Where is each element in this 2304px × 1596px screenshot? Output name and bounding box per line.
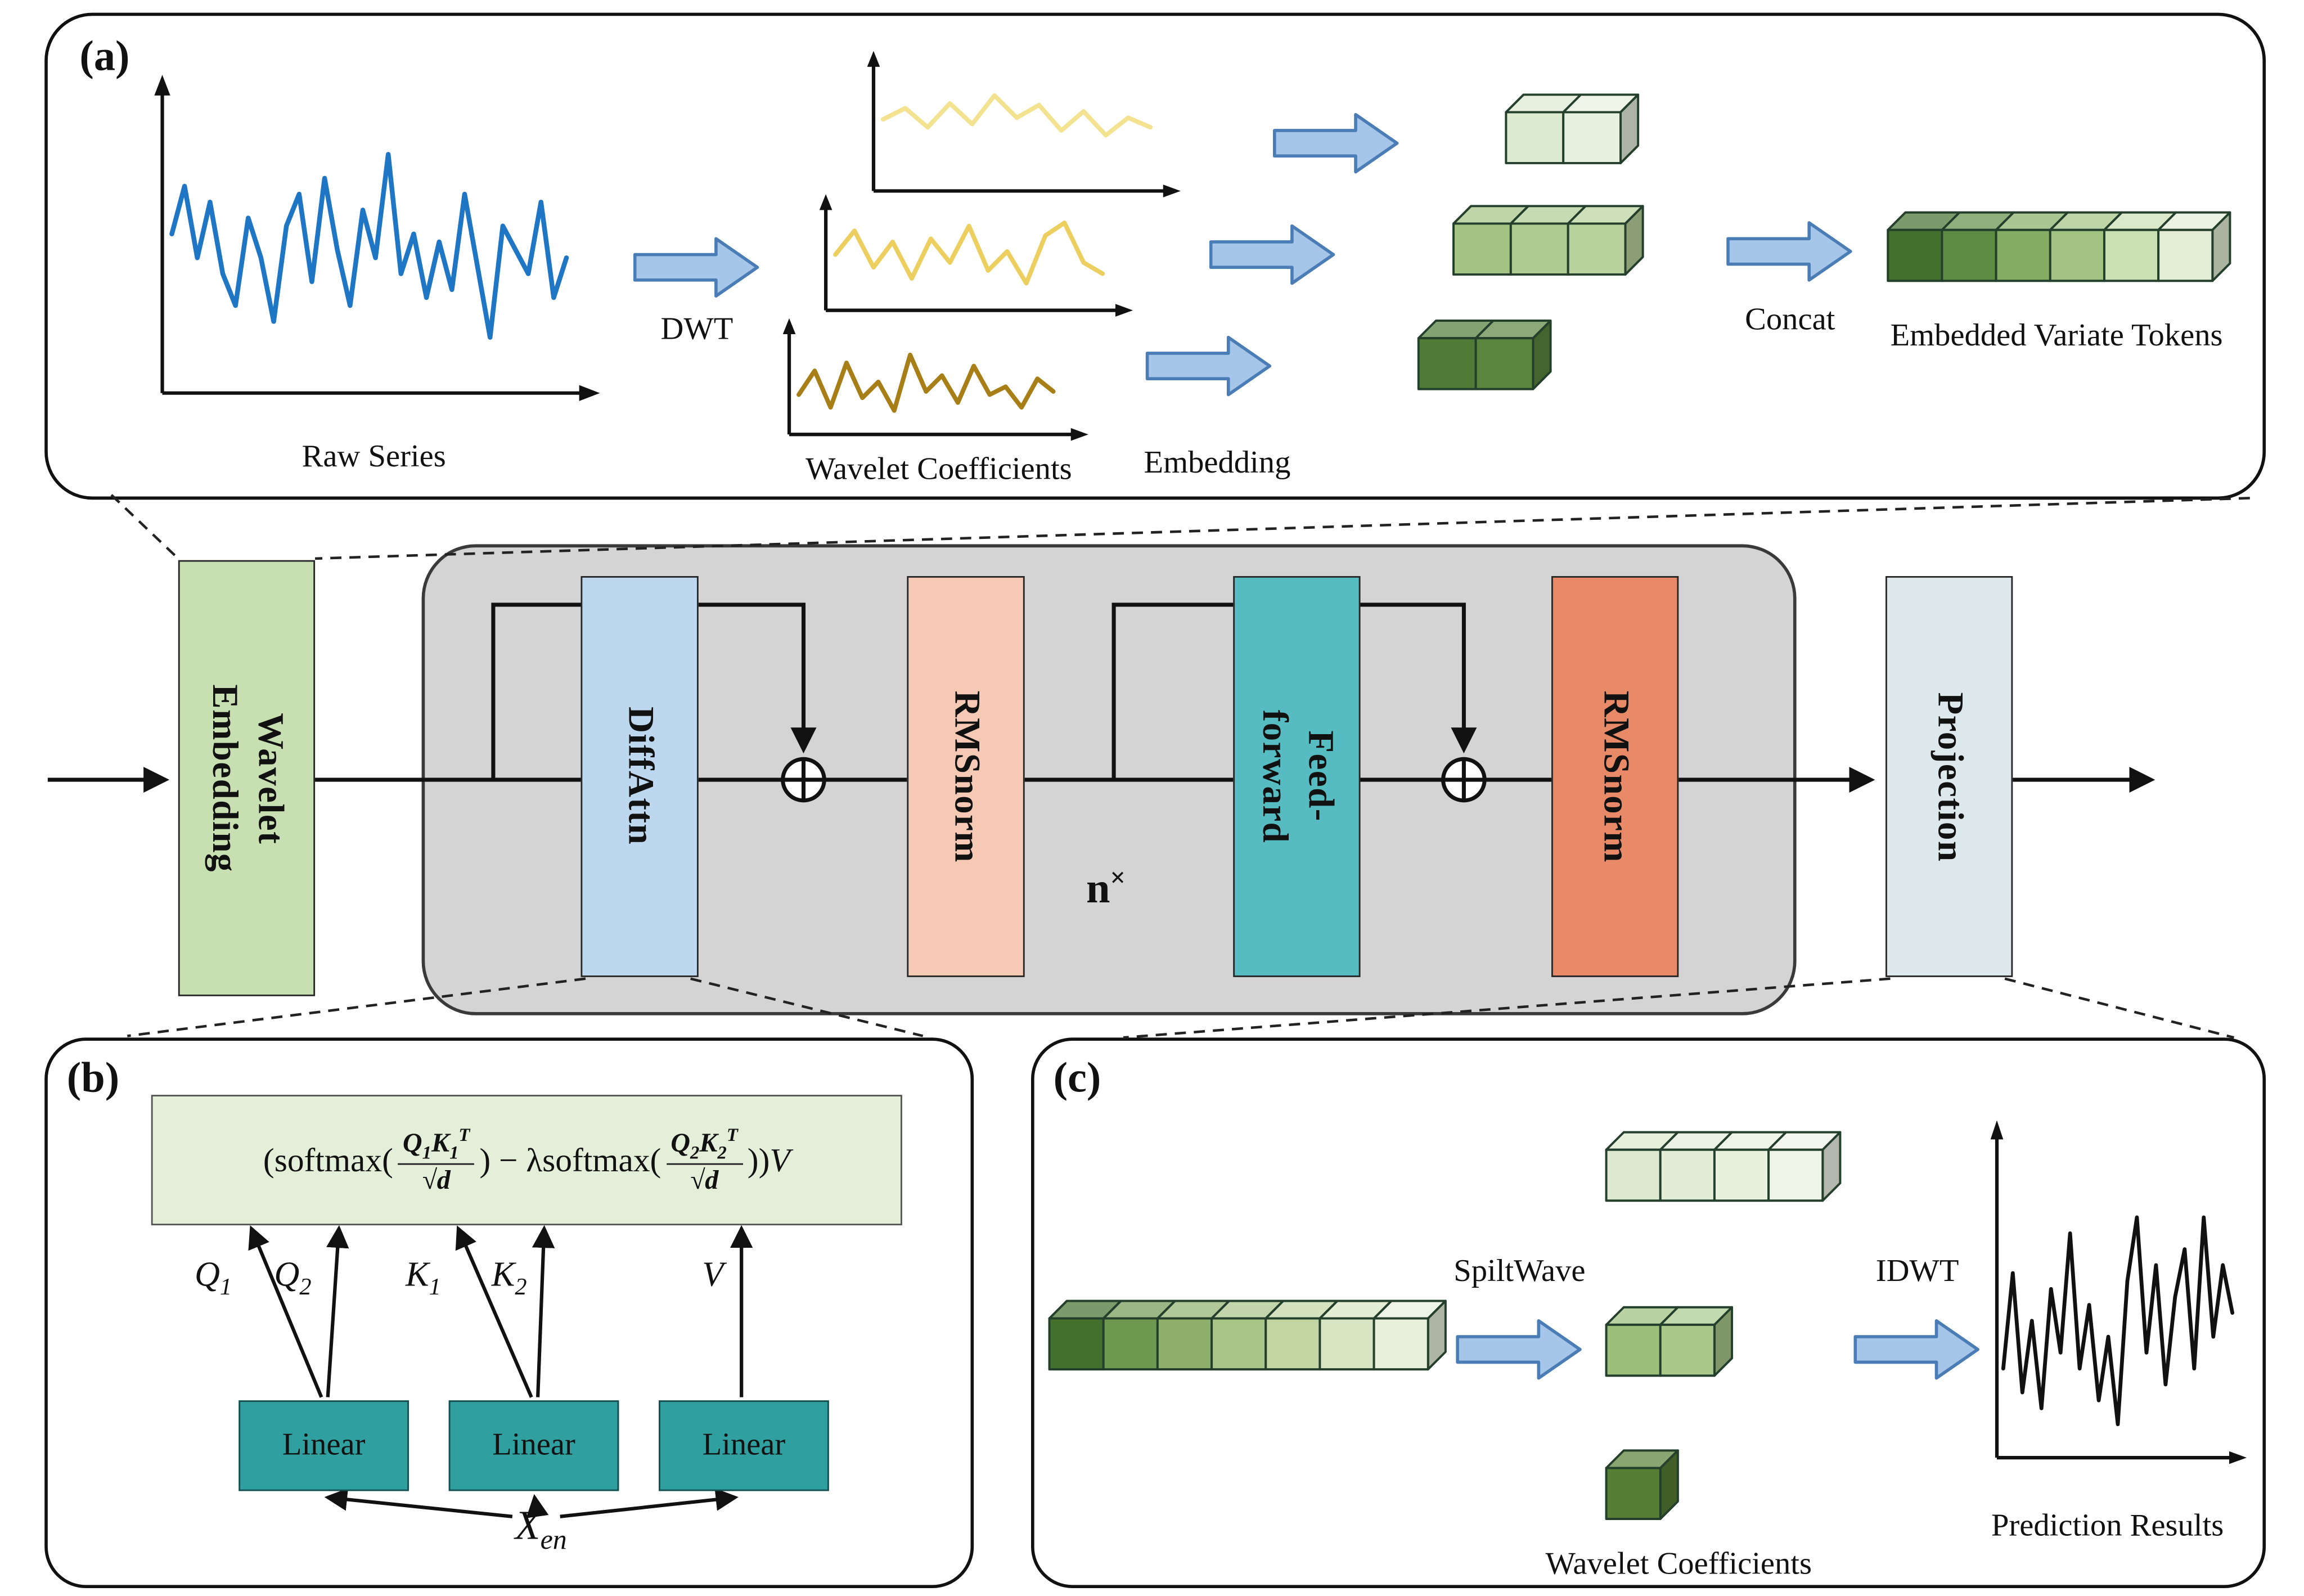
prediction-plot [1990,1120,2247,1464]
panel-c [1030,1037,2266,1589]
panel-a-label: (a) [79,32,130,80]
wavelet-plot-2 [819,194,1133,317]
feedforward-line1: Feed- [1301,731,1341,822]
embedded-tokens-caption: Embedded Variate Tokens [1890,318,2223,353]
idwt-label: IDWT [1875,1254,1959,1289]
embedding-arrow-1 [1272,111,1400,183]
linear-box-k: Linear [448,1400,619,1491]
split-block-mid [1604,1305,1736,1388]
wavelet-coefficients-caption-c: Wavelet Coefficients [1545,1546,1812,1582]
repeat-count-label: n× [1086,862,1126,912]
v-label: V [702,1254,724,1294]
idwt-arrow [1853,1318,1981,1389]
k1-label: K1 [406,1254,441,1301]
split-block-high [1604,1130,1844,1212]
wavelet-plot-3 [782,318,1088,441]
prediction-caption: Prediction Results [1991,1508,2224,1544]
panel-c-label: (c) [1053,1053,1101,1102]
linear-box-q: Linear [238,1400,409,1491]
panel-b [44,1037,974,1589]
rmsnorm1-box: RMSnorm [907,576,1025,977]
wavelet-embedding-box: Wavelet Embedding [178,560,316,996]
token-block-low [1416,318,1555,401]
embedding-label: Embedding [1144,446,1291,481]
concat-label: Concat [1745,302,1835,338]
token-block-high [1504,92,1642,175]
wavelet-embedding-line2: Embedding [205,684,245,873]
raw-series-caption: Raw Series [302,439,446,474]
q1-label: Q1 [194,1254,232,1301]
q2-label: Q2 [274,1254,312,1301]
dwt-arrow [633,236,760,307]
projection-box: Projection [1886,576,2013,977]
diffattn-formula-box: (softmax( Q1K1T √d ) − λsoftmax( Q2K2T √… [151,1095,902,1226]
formula-fraction-1: Q1K1T √d [398,1125,475,1196]
dwt-label: DWT [660,312,734,347]
k2-label: K2 [491,1254,527,1301]
formula-v: V [770,1140,790,1179]
linear-box-v: Linear [659,1400,829,1491]
feedforward-box: Feed-forward [1233,576,1361,977]
split-block-low [1604,1448,1682,1531]
raw-series-line [169,152,569,340]
wavelet-line-3 [796,352,1056,413]
token-block-mid [1451,204,1647,286]
formula-open: (softmax( [263,1140,393,1179]
diffattn-box: DiffAttn [580,576,699,977]
embedding-arrow-2 [1209,223,1336,294]
wavelet-line-2 [833,221,1105,286]
formula-mid: ) − λsoftmax( [479,1140,662,1179]
embedded-tokens-block [1886,210,2234,293]
wavelet-line-1 [880,93,1153,138]
feedforward-line2: forward [1255,709,1295,844]
formula-fraction-2: Q2K2T √d [665,1125,743,1196]
spiltwave-label: SpiltWave [1454,1254,1586,1289]
prediction-line [2001,1215,2235,1427]
panel-b-label: (b) [66,1053,120,1102]
wavelet-plot-1 [867,51,1181,197]
concat-arrow [1726,219,1853,291]
embedding-arrow-3 [1145,334,1273,406]
spiltwave-arrow [1456,1318,1583,1389]
wavelet-coefficients-caption-a: Wavelet Coefficients [806,452,1072,487]
raw-series-plot [154,74,600,401]
xen-label: Xen [515,1502,567,1555]
projection-tokens-block [1047,1298,1450,1381]
formula-close: )) [747,1140,770,1179]
wavelet-embedding-line1: Wavelet [251,712,291,844]
rmsnorm2-box: RMSnorm [1551,576,1679,977]
